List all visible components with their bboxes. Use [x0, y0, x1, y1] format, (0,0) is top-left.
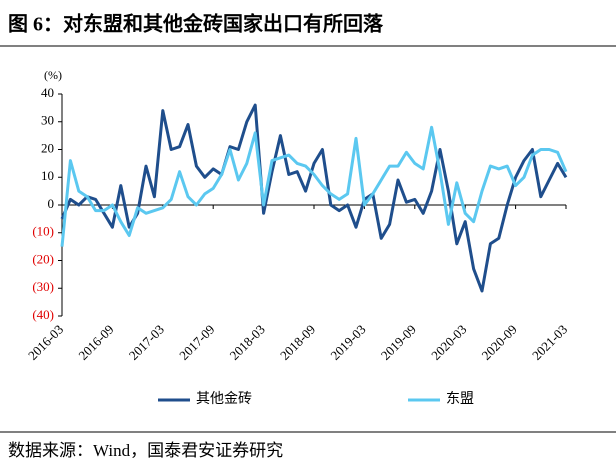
x-tick-label: 2021-03 [529, 322, 570, 363]
y-tick-label: (10) [32, 224, 54, 239]
x-tick-label: 2020-09 [479, 322, 520, 363]
legend-label: 其他金砖 [196, 391, 252, 407]
y-tick-label: 0 [48, 196, 55, 211]
unit-label: (%) [44, 68, 62, 82]
x-tick-label: 2019-09 [378, 322, 419, 363]
y-tick-label: (30) [32, 279, 54, 294]
series-line [60, 125, 568, 247]
x-tick-label: 2018-03 [227, 322, 268, 363]
x-tick-label: 2016-03 [25, 322, 66, 363]
source: 数据来源：Wind，国泰君安证券研究 [8, 441, 283, 460]
y-tick-label: (20) [32, 251, 54, 266]
y-tick-label: (40) [32, 307, 54, 322]
x-tick-label: 2018-09 [277, 322, 318, 363]
y-tick-label: 30 [41, 113, 54, 128]
x-tick-label: 2019-03 [327, 322, 368, 363]
y-tick-label: 10 [41, 168, 54, 183]
x-tick-label: 2017-09 [176, 322, 217, 363]
legend-label: 东盟 [446, 391, 474, 407]
y-tick-label: 40 [41, 85, 54, 100]
chart-title: 图 6：对东盟和其他金砖国家出口有所回落 [8, 12, 384, 36]
y-tick-label: 20 [41, 140, 54, 155]
x-tick-label: 2017-03 [126, 322, 167, 363]
x-tick-label: 2016-09 [75, 322, 116, 363]
series-line [60, 103, 568, 293]
x-tick-label: 2020-03 [428, 322, 469, 363]
